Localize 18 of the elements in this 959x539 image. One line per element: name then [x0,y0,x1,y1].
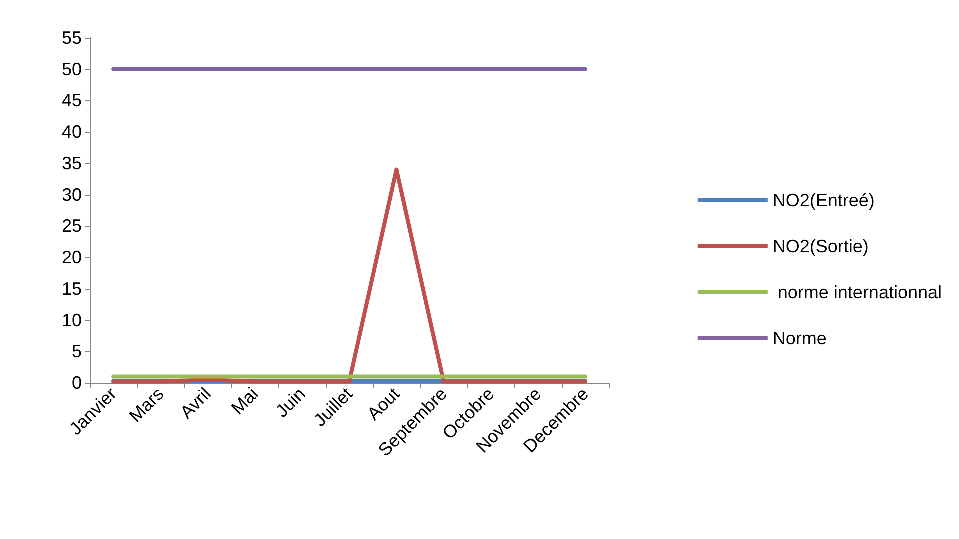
y-tick-label: 30 [62,184,82,205]
x-tick-label: Juin [272,384,310,422]
y-tick-label: 0 [72,373,82,393]
y-tick-label: 10 [62,310,82,330]
y-tick-label: 50 [62,59,82,80]
legend-label: NO2(Entreé) [772,190,875,210]
y-tick-label: 40 [62,122,82,142]
y-tick-label: 25 [62,216,82,236]
y-tick-label: 15 [62,278,82,299]
y-tick-label: 45 [62,90,82,111]
y-tick-label: 20 [62,248,82,268]
y-tick-label: 5 [72,342,82,362]
legend-label: Norme [772,328,827,348]
y-tick-label: 35 [62,153,82,174]
legend-label: norme internationnal [772,282,942,302]
x-tick-label: Mai [228,384,262,419]
legend-label: NO2(Sortie) [772,236,869,256]
y-tick-label: 55 [62,28,82,48]
